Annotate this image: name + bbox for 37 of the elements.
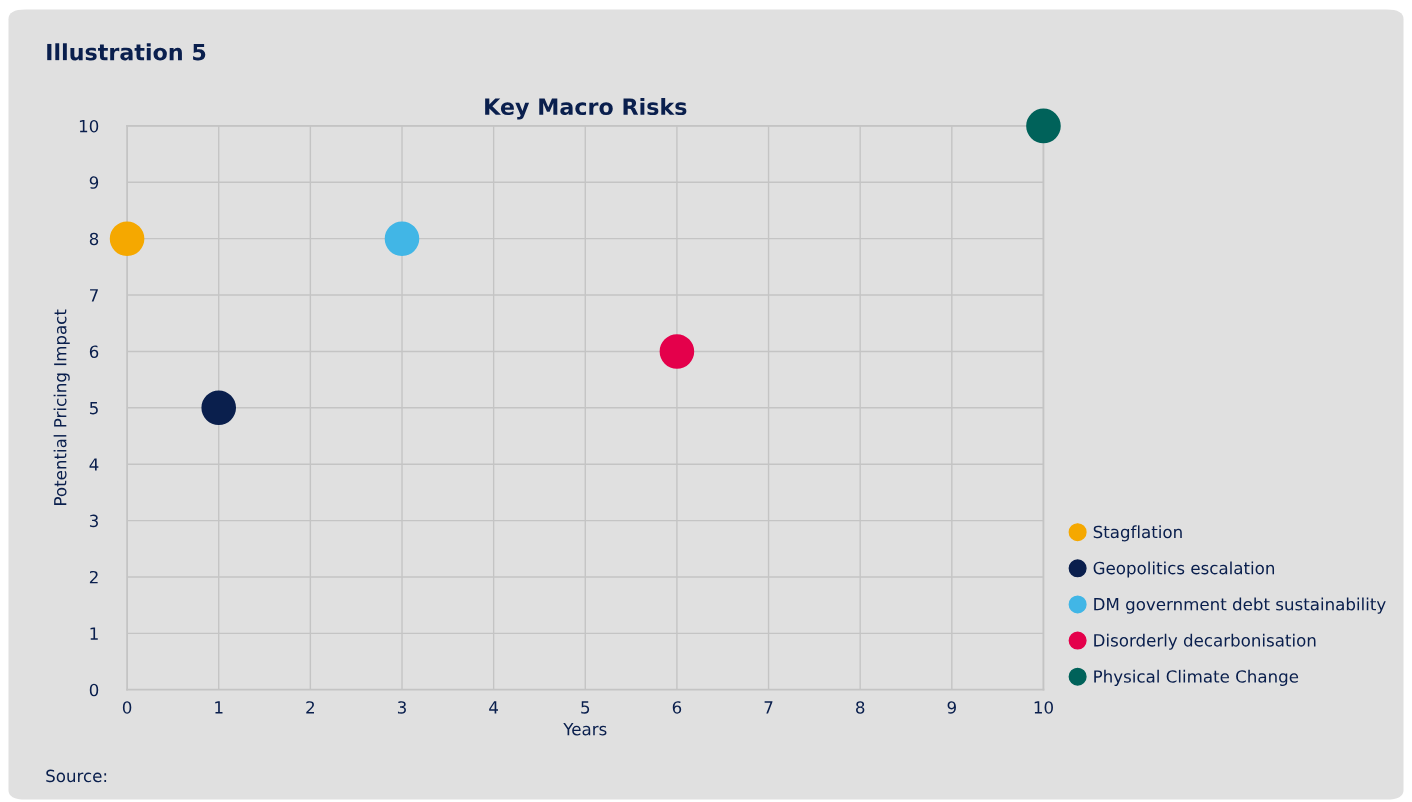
x-tick-label: 8 <box>856 701 865 714</box>
y-axis-title: Potential Pricing Impact <box>53 309 70 505</box>
point <box>384 221 420 256</box>
y-tick-label: 2 <box>89 570 98 584</box>
chart-title: Key Macro Risks <box>485 97 687 120</box>
legend-label: Stagflation <box>1093 525 1182 542</box>
x-tick-label: 9 <box>947 701 956 714</box>
legend-label: Physical Climate Change <box>1094 669 1299 686</box>
point <box>109 221 145 256</box>
x-tick-label: 7 <box>764 701 773 714</box>
y-tick-label: 5 <box>89 402 98 415</box>
legend-label: Disorderly decarbonisation <box>1094 633 1316 650</box>
y-tick-label: 4 <box>89 458 99 471</box>
source-note: Source: <box>46 769 107 783</box>
y-tick-label: 3 <box>89 514 98 528</box>
x-tick-label: 4 <box>489 701 498 714</box>
legend-label: Geopolitics escalation <box>1093 561 1275 578</box>
point <box>1026 108 1061 144</box>
y-tick-label: 6 <box>89 345 99 359</box>
y-tick-label: 1 <box>90 627 98 640</box>
y-tick-label: 8 <box>89 232 99 246</box>
legend-label: DM government debt sustainability <box>1094 597 1386 614</box>
x-tick-label: 3 <box>397 701 406 714</box>
point <box>659 334 695 369</box>
y-tick-label: 0 <box>89 683 99 697</box>
x-tick-label: 10 <box>1034 701 1053 714</box>
x-tick-label: 0 <box>122 701 132 714</box>
x-tick-label: 6 <box>672 701 682 714</box>
y-tick-label: 10 <box>79 119 99 133</box>
x-tick-label: 5 <box>581 701 590 714</box>
x-tick-label: 2 <box>306 701 314 714</box>
point <box>201 390 237 426</box>
y-tick-label: 7 <box>90 289 98 302</box>
text: Illustration 5 <box>47 43 206 61</box>
x-tick-label: 1 <box>215 701 223 714</box>
y-tick-label: 9 <box>89 176 99 189</box>
x-axis-title: Years <box>563 723 607 736</box>
